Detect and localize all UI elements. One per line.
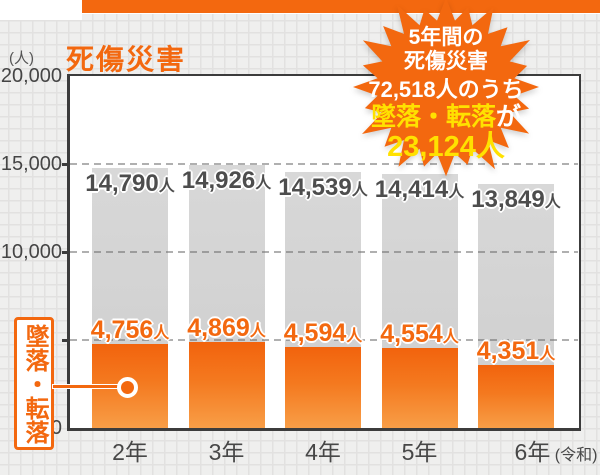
badge-line-4: 墜落・転落が [371, 103, 521, 131]
person-suffix: 人 [448, 184, 465, 202]
dashed-gridline [70, 251, 578, 253]
person-suffix: 人 [442, 328, 459, 346]
y-axis-tick-label: 15,000 [0, 153, 62, 175]
badge-line-1: 5年間の [408, 26, 484, 49]
badge-line-5: 23,124人 [387, 131, 505, 163]
y-axis-unit-label: (人) [9, 50, 34, 67]
era-suffix: (令和) [550, 447, 598, 464]
person-suffix: 人 [544, 194, 561, 212]
dashed-gridline [70, 339, 578, 341]
total-value-label: 14,790人 [85, 169, 175, 197]
person-suffix: 人 [158, 177, 175, 195]
falls-bar [188, 342, 265, 428]
top-left-white-corner [0, 0, 82, 20]
falls-value-label: 4,869人 [187, 314, 266, 343]
dashed-gridline [70, 163, 578, 165]
y-axis-tick-label: 0 [50, 417, 62, 439]
y-axis-tick-mark [62, 163, 70, 166]
falls-value-label: 4,554人 [380, 319, 459, 348]
y-axis-tick-mark [62, 339, 70, 342]
x-axis-label: 4年 [305, 439, 341, 465]
x-axis-label: 6年 (令和) [514, 439, 598, 465]
falls-callout-label: 墜落・転落 [21, 323, 48, 444]
y-axis-tick-label: 10,000 [0, 241, 62, 263]
falls-bar [381, 347, 458, 428]
total-value-label: 14,414人 [374, 176, 465, 204]
y-axis-tick-label: 20,000 [0, 65, 62, 87]
y-axis-tick-mark [62, 251, 70, 254]
person-suffix: 人 [351, 182, 368, 200]
person-suffix: 人 [153, 325, 170, 343]
callout-connector-dot [117, 377, 138, 398]
chart-title: 死傷災害 [66, 44, 187, 75]
badge-line-3: 72,518人のうち [368, 77, 524, 102]
falls-callout-box: 墜落・転落 [14, 317, 54, 450]
badge-line-2: 死傷災害 [404, 50, 488, 73]
person-suffix: 人 [539, 346, 556, 364]
falls-bar [478, 365, 554, 428]
falls-bar [285, 347, 361, 428]
orange-top-ribbon [82, 0, 600, 13]
falls-value-label: 4,594人 [283, 319, 363, 348]
falls-value-label: 4,756人 [90, 316, 170, 345]
falls-value-label: 4,351人 [476, 337, 556, 366]
person-suffix: 人 [346, 328, 363, 346]
x-axis-label: 5年 [401, 439, 438, 465]
callout-connector-line [53, 385, 120, 388]
total-value-label: 14,926人 [181, 167, 272, 195]
total-value-label: 14,539人 [278, 174, 368, 202]
badge-line-4-highlight: 墜落・転落 [370, 103, 496, 131]
person-suffix: 人 [249, 323, 266, 341]
x-axis-label: 2年 [112, 439, 148, 465]
x-axis-label: 3年 [208, 439, 245, 465]
person-suffix: 人 [255, 175, 272, 193]
badge-line-4-tail: が [496, 103, 522, 131]
total-value-label: 13,849人 [471, 186, 561, 214]
